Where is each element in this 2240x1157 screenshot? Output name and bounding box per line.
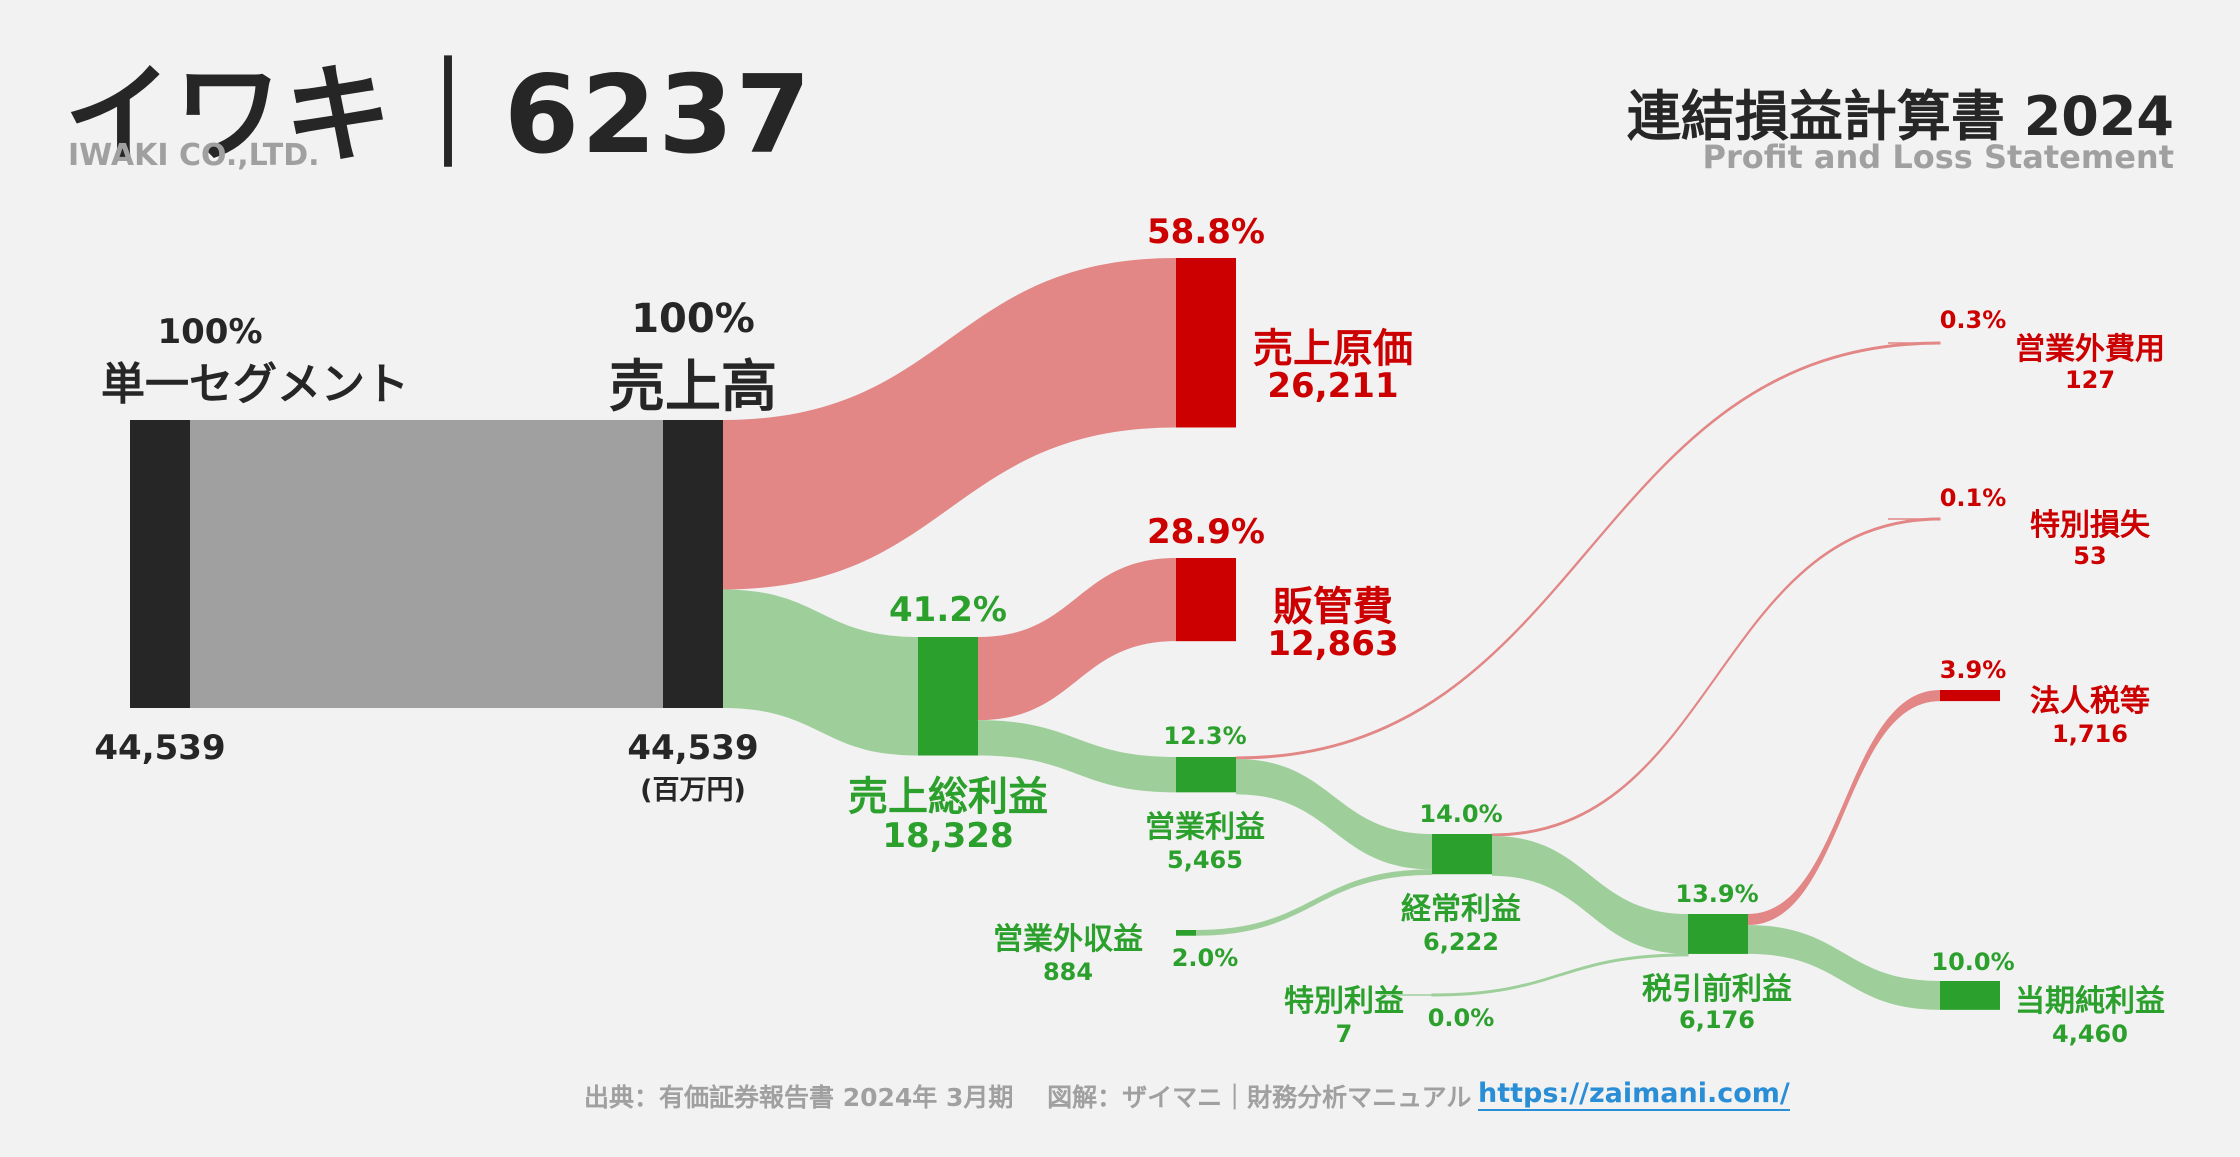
pretax-value-label: 6,176: [1679, 1006, 1755, 1034]
ext-gain-pct-label: 0.0%: [1427, 1004, 1495, 1032]
link-revenue-to-gross: [723, 589, 918, 756]
unit-label: (百万円): [640, 775, 746, 806]
cogs-name-label: 売上原価: [1253, 326, 1413, 372]
source-footer: 出典：有価証券報告書 2024年 3月期 図解：ザイマニ｜財務分析マニュアル: [584, 1083, 1472, 1112]
net-name-label: 当期純利益: [2015, 984, 2165, 1019]
node-tax: [1940, 690, 2000, 702]
node-revenue: [663, 420, 723, 708]
node-nonop_inc: [1176, 930, 1196, 936]
node-cogs: [1176, 258, 1236, 428]
link-op-to-nonop_exp: [1235, 341, 1941, 760]
cogs-value-label: 26,211: [1267, 366, 1399, 406]
segment-value-label: 44,539: [94, 728, 226, 768]
nonop-inc-pct-label: 2.0%: [1171, 944, 1239, 972]
gross-pct-label: 41.2%: [889, 590, 1007, 630]
ext-loss-pct-label: 0.1%: [1939, 484, 2007, 512]
segment-pct-label: 100%: [157, 312, 263, 352]
link-segment-to-revenue: [190, 420, 663, 708]
link-op-to-ordinary: [1236, 759, 1432, 870]
link-ordinary-to-ext_loss: [1491, 517, 1941, 837]
ordinary-value-label: 6,222: [1423, 928, 1499, 956]
nonop-inc-value-label: 884: [1042, 958, 1094, 986]
segment-name-label: 単一セグメント: [101, 359, 409, 410]
link-ext_gain-to-pretax: [1431, 953, 1689, 997]
link-ordinary-to-pretax: [1492, 836, 1688, 954]
tax-pct-label: 3.9%: [1939, 656, 2007, 684]
node-op: [1176, 757, 1236, 793]
nonop-inc-name-label: 営業外収益: [993, 922, 1143, 957]
gross-value-label: 18,328: [882, 816, 1014, 856]
op-name-label: 営業利益: [1145, 810, 1265, 845]
revenue-value-label: 44,539: [627, 728, 759, 768]
tax-value-label: 1,716: [2052, 720, 2128, 748]
link-gross-to-sga: [978, 558, 1176, 721]
nonop-exp-name-label: 営業外費用: [2015, 332, 2165, 367]
link-gross-to-op: [978, 720, 1176, 793]
sga-value-label: 12,863: [1267, 624, 1399, 664]
net-value-label: 4,460: [2052, 1020, 2128, 1048]
company-name-en: IWAKI CO.,LTD.: [68, 138, 320, 173]
node-net: [1940, 981, 2000, 1010]
link-pretax-to-net: [1748, 925, 1940, 1010]
net-pct-label: 10.0%: [1931, 948, 2015, 976]
statement-title-en: Profit and Loss Statement: [1702, 138, 2174, 176]
node-pretax: [1688, 914, 1748, 954]
link-nonop_inc-to-ordinary: [1196, 869, 1432, 936]
ext-loss-value-label: 53: [2073, 542, 2107, 570]
op-pct-label: 12.3%: [1163, 722, 1247, 750]
sankey-links: [190, 258, 1941, 1010]
revenue-pct-label: 100%: [631, 296, 755, 342]
nonop-exp-pct-label: 0.3%: [1939, 306, 2007, 334]
ordinary-pct-label: 14.0%: [1419, 800, 1503, 828]
sga-name-label: 販管費: [1273, 584, 1393, 630]
gross-name-label: 売上総利益: [848, 774, 1048, 820]
nonop-exp-value-label: 127: [2064, 366, 2116, 394]
node-sga: [1176, 558, 1236, 642]
ordinary-name-label: 経常利益: [1401, 892, 1521, 927]
company-title: イワキ｜6237: [64, 53, 813, 178]
pretax-name-label: 税引前利益: [1642, 972, 1792, 1007]
link-revenue-to-cogs: [723, 258, 1176, 590]
sankey-nodes: [130, 258, 2000, 1010]
tax-name-label: 法人税等: [2030, 684, 2150, 719]
ext-gain-value-label: 7: [1335, 1020, 1353, 1048]
link-pretax-to-tax: [1748, 690, 1940, 926]
sga-pct-label: 28.9%: [1147, 512, 1265, 552]
node-gross: [918, 637, 978, 756]
node-ordinary: [1432, 834, 1492, 875]
node-segment: [130, 420, 190, 708]
pretax-pct-label: 13.9%: [1675, 880, 1759, 908]
op-value-label: 5,465: [1167, 846, 1243, 874]
revenue-name-label: 売上高: [609, 355, 777, 420]
statement-title: 連結損益計算書 2024: [1626, 85, 2174, 148]
ext-loss-name-label: 特別損失: [2030, 508, 2150, 543]
zaimani-link[interactable]: https://zaimani.com/: [1478, 1078, 1790, 1111]
cogs-pct-label: 58.8%: [1147, 212, 1265, 252]
ext-gain-name-label: 特別利益: [1284, 984, 1404, 1019]
